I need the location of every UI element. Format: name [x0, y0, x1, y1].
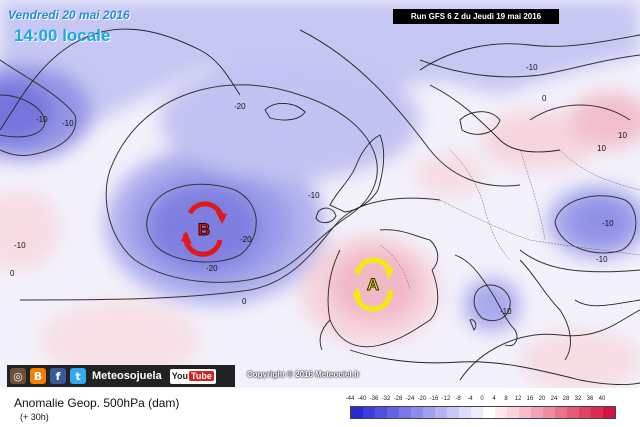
contour-label: -10: [602, 219, 614, 228]
color-scale-label: -36: [369, 396, 379, 402]
color-scale-label: -4: [467, 396, 473, 402]
color-scale-label: -20: [417, 396, 427, 402]
high-marker-letter: A: [367, 275, 379, 294]
blogger-icon[interactable]: B: [30, 368, 46, 384]
color-scale-label: 16: [526, 396, 534, 402]
color-scale-label: -32: [381, 396, 391, 402]
contour-label: -10: [308, 191, 320, 200]
color-scale-label: 36: [586, 396, 594, 402]
country-borders: [379, 149, 640, 291]
color-scale-label: 24: [550, 396, 558, 402]
contour-label: -20: [234, 102, 246, 111]
color-scale-label: -44: [345, 396, 355, 402]
color-scale-swatch: [363, 407, 375, 418]
run-banner: Run GFS 6 Z du Jeudi 19 mai 2016: [393, 9, 559, 24]
contour-label-group: -10 -10 -20 -10 -20 -10 -20 0 0 0 -10 -1…: [10, 63, 627, 316]
contour-lines: [0, 29, 640, 381]
color-scale-label: -16: [429, 396, 439, 402]
contour-label: -10: [36, 115, 48, 124]
youtube-icon[interactable]: You Tube: [169, 368, 216, 384]
color-scale-swatch: [375, 407, 387, 418]
contour-label: 10: [618, 131, 627, 140]
color-scale-swatch: [495, 407, 507, 418]
youtube-tube-text: Tube: [189, 371, 214, 381]
contour-label: -20: [206, 264, 218, 273]
contour-label: -10: [526, 63, 538, 72]
color-scale-swatch: [387, 407, 399, 418]
color-scale-swatch: [543, 407, 555, 418]
color-scale-label: 20: [538, 396, 546, 402]
twitter-icon[interactable]: t: [70, 368, 86, 384]
color-scale-label: 40: [598, 396, 606, 402]
color-scale-swatch: [579, 407, 591, 418]
color-scale-swatch: [411, 407, 423, 418]
contour-label: 10: [597, 144, 606, 153]
color-scale-swatch: [351, 407, 363, 418]
youtube-you-text: You: [171, 371, 189, 381]
instagram-icon[interactable]: ◎: [10, 368, 26, 384]
contour-label: -20: [240, 235, 252, 244]
contour-label: -10: [500, 307, 512, 316]
low-marker-letter: B: [198, 220, 210, 239]
color-scale-swatch: [519, 407, 531, 418]
contour-label: 0: [542, 94, 547, 103]
color-scale-swatch: [423, 407, 435, 418]
high-pressure-marker: A: [352, 257, 394, 312]
contour-label: -10: [596, 255, 608, 264]
forecast-time: 14:00 locale: [14, 26, 111, 45]
color-scale-swatch: [531, 407, 543, 418]
color-scale-label: -8: [455, 396, 461, 402]
color-scale-swatch: [447, 407, 459, 418]
color-scale-swatch: [591, 407, 603, 418]
color-scale-swatch: [435, 407, 447, 418]
legend-subtitle: (+ 30h): [20, 412, 49, 422]
color-scale-swatch: [483, 407, 495, 418]
color-scale-label: 4: [492, 396, 496, 402]
color-scale-label: 28: [562, 396, 570, 402]
color-scale-label: -40: [357, 396, 367, 402]
contour-label: 0: [242, 297, 247, 306]
color-scale-label: 0: [480, 396, 484, 402]
color-scale-swatch: [555, 407, 567, 418]
contour-label: -10: [62, 119, 74, 128]
color-scale-swatch: [459, 407, 471, 418]
color-scale-label: -12: [441, 396, 451, 402]
social-bar: ◎ B f t Meteosojuela You Tube: [7, 365, 235, 387]
color-scale: [350, 406, 616, 419]
contour-label: 0: [10, 269, 15, 278]
color-scale-label: 12: [514, 396, 522, 402]
contour-label: -10: [14, 241, 26, 250]
brand-name[interactable]: Meteosojuela: [92, 370, 162, 382]
color-scale-swatch: [471, 407, 483, 418]
facebook-icon[interactable]: f: [50, 368, 66, 384]
copyright-notice: Copyright © 2016 Meteociel.fr: [247, 370, 360, 379]
low-pressure-marker: B: [181, 201, 227, 257]
color-scale-label: 8: [504, 396, 508, 402]
color-scale-swatch: [603, 407, 615, 418]
color-scale-swatch: [507, 407, 519, 418]
legend-title: Anomalie Geop. 500hPa (dam): [14, 396, 180, 410]
color-scale-swatch: [567, 407, 579, 418]
color-scale-label: 32: [574, 396, 582, 402]
color-scale-label: -28: [393, 396, 403, 402]
color-scale-label: -24: [405, 396, 415, 402]
coastlines: [0, 28, 640, 385]
color-scale-swatch: [399, 407, 411, 418]
forecast-date: Vendredi 20 mai 2016: [8, 8, 130, 22]
